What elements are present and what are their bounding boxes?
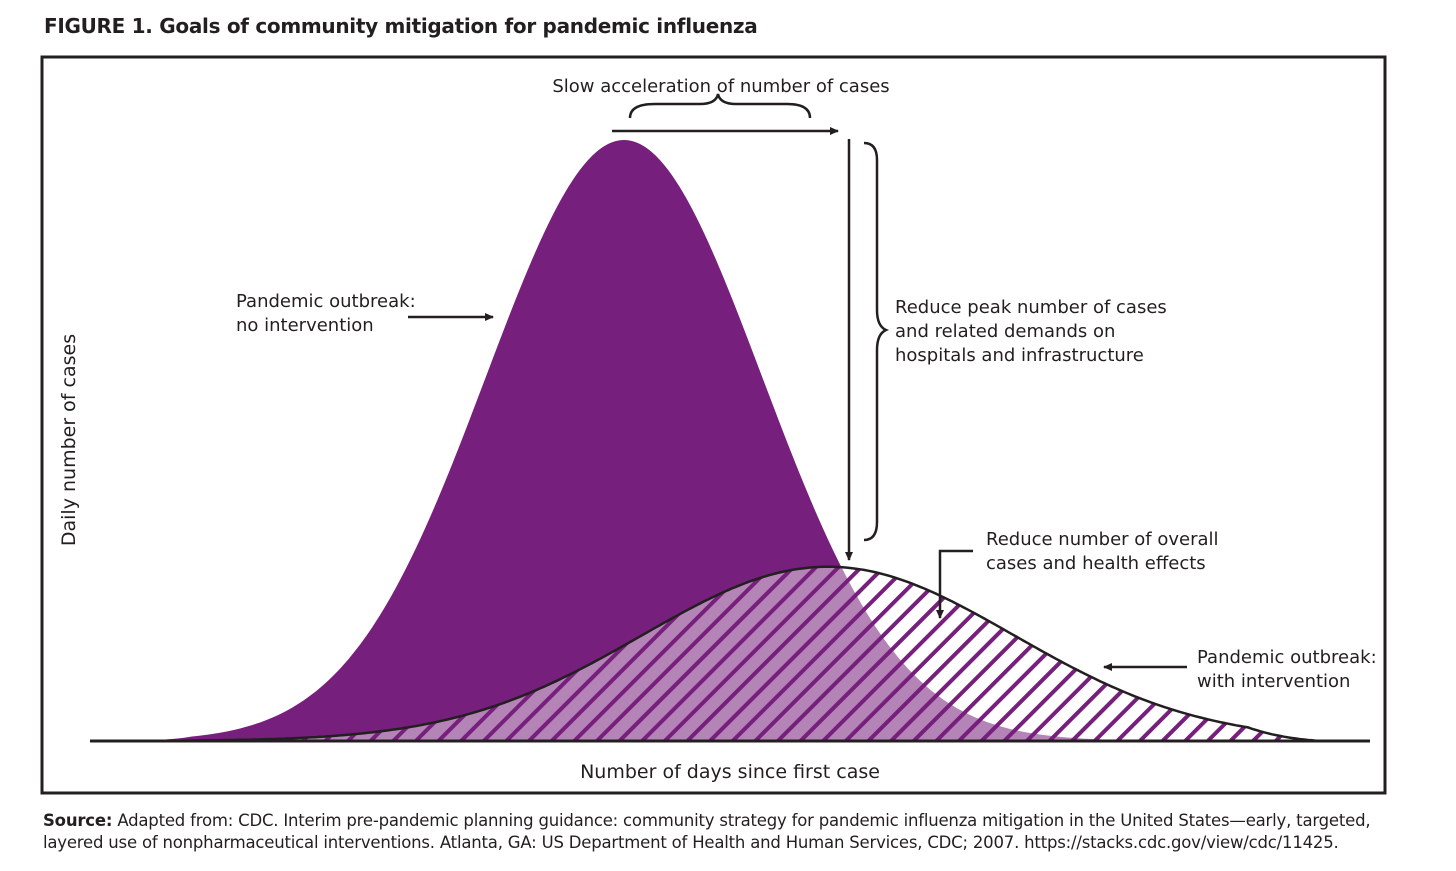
source-text: Adapted from: CDC. Interim pre-pandemic …: [43, 811, 1371, 852]
source-note: Source: Adapted from: CDC. Interim pre-p…: [43, 810, 1423, 854]
overall-reduction-arrow: [936, 549, 973, 619]
annotation-slow-line-1: Slow acceleration of number of cases: [552, 76, 889, 97]
series-with-intervention-outline: [120, 565, 1321, 743]
chart: Number of days since first case Daily nu…: [40, 55, 1387, 795]
annotation-peak-line-3: hospitals and infrastructure: [895, 345, 1144, 366]
series-no-intervention-area: [120, 140, 1320, 741]
annotation-with_int-line-2: with intervention: [1197, 671, 1350, 692]
x-axis-label: Number of days since first case: [580, 761, 880, 783]
annotation-overall-line-1: Reduce number of overall: [986, 529, 1219, 550]
source-label: Source:: [43, 811, 113, 830]
annotations: Slow acceleration of number of cases Redu…: [236, 76, 1377, 692]
slow-acceleration-brace: [628, 93, 812, 119]
annotation-peak-line-2: and related demands on: [895, 321, 1115, 342]
annotation-no_int-line-2: no intervention: [236, 315, 374, 336]
y-axis-label: Daily number of cases: [58, 334, 80, 546]
plot-area: [90, 140, 1370, 743]
annotation-overall-line-2: cases and health effects: [986, 553, 1206, 574]
annotation-peak-line-1: Reduce peak number of cases: [895, 297, 1167, 318]
peak-reduction-brace: [863, 141, 890, 542]
figure-title: FIGURE 1. Goals of community mitigation …: [44, 14, 758, 38]
annotation-with_int-line-1: Pandemic outbreak:: [1197, 647, 1377, 668]
chart-frame: [40, 55, 1387, 795]
annotation-no_int-line-1: Pandemic outbreak:: [236, 291, 416, 312]
